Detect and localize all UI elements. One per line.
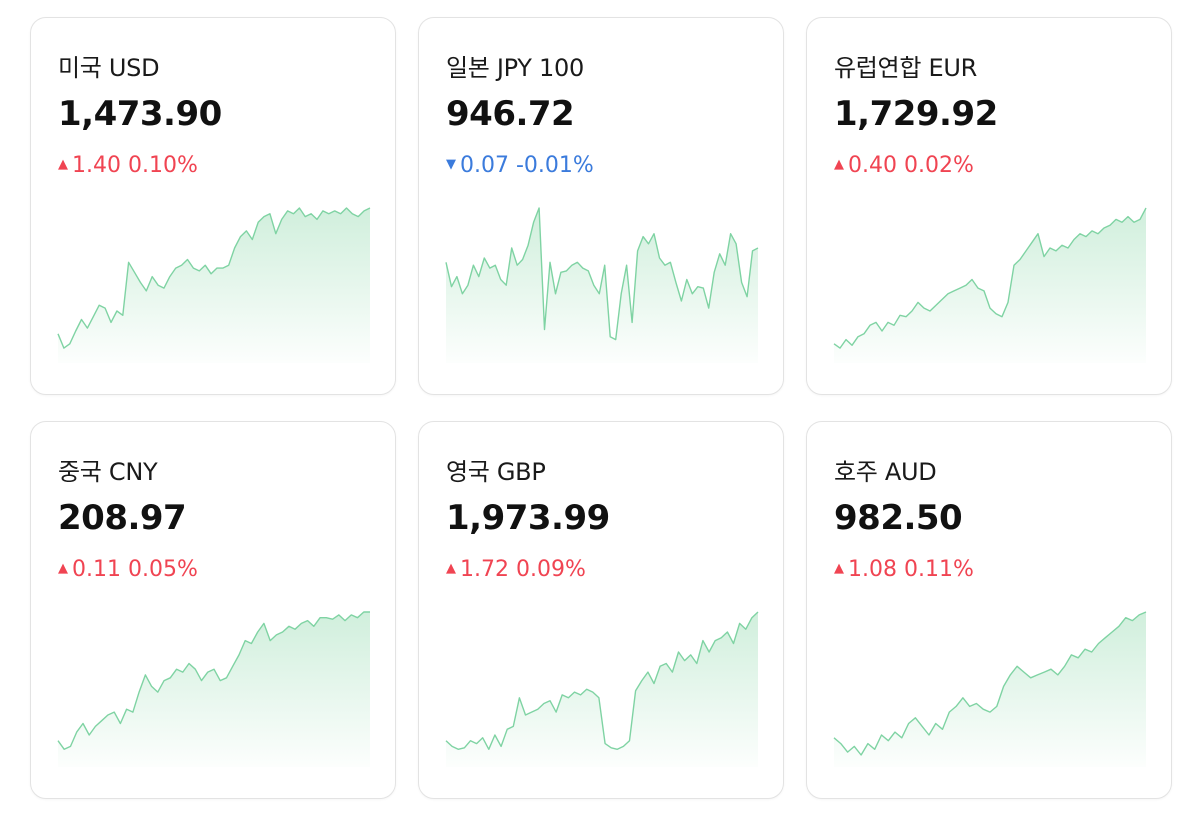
rate-change: ▲ 0.11 0.05% [58,557,198,582]
exchange-rate: 1,729.92 [834,94,998,134]
change-amount: 1.40 [72,153,121,178]
rate-card-aud[interactable]: 호주 AUD 982.50 ▲ 1.08 0.11% [806,421,1172,799]
change-percent: 0.10% [127,153,198,178]
change-percent: 0.02% [903,153,974,178]
rate-card-gbp[interactable]: 영국 GBP 1,973.99 ▲ 1.72 0.09% [418,421,784,799]
sparkline-area [58,208,370,363]
exchange-rate: 982.50 [834,498,963,538]
up-arrow-icon: ▲ [446,561,456,576]
trend-sparkline [833,611,1147,767]
rate-card-eur[interactable]: 유럽연합 EUR 1,729.92 ▲ 0.40 0.02% [806,17,1172,395]
currency-name: 영국 GBP [446,458,546,486]
up-arrow-icon: ▲ [834,561,844,576]
currency-name: 유럽연합 EUR [834,54,977,82]
rate-change: ▼ 0.07 -0.01% [446,153,594,178]
up-arrow-icon: ▲ [58,157,68,172]
trend-sparkline [57,207,371,363]
sparkline-area [446,612,758,767]
sparkline-line [57,207,371,349]
sparkline-line [833,611,1147,756]
change-amount: 1.72 [460,557,509,582]
trend-sparkline [445,207,759,363]
change-percent: 0.09% [515,557,586,582]
exchange-rate: 946.72 [446,94,575,134]
sparkline-line [833,207,1147,349]
up-arrow-icon: ▲ [834,157,844,172]
trend-sparkline [445,611,759,767]
change-percent: 0.11% [903,557,974,582]
sparkline-area [834,612,1146,767]
currency-name: 호주 AUD [834,458,937,486]
change-amount: 0.11 [72,557,121,582]
trend-sparkline [57,611,370,767]
rate-change: ▲ 1.08 0.11% [834,557,974,582]
rate-card-cny[interactable]: 중국 CNY 208.97 ▲ 0.11 0.05% [30,421,396,799]
change-amount: 1.08 [848,557,897,582]
rate-change: ▲ 1.40 0.10% [58,153,198,178]
sparkline-area [446,208,758,363]
sparkline-area [834,208,1146,363]
sparkline-line [57,611,370,750]
sparkline-line [445,611,759,750]
change-amount: 0.07 [460,153,509,178]
change-amount: 0.40 [848,153,897,178]
currency-name: 일본 JPY 100 [446,54,584,82]
rate-change: ▲ 1.72 0.09% [446,557,586,582]
up-arrow-icon: ▲ [58,561,68,576]
sparkline-area [58,612,370,767]
down-arrow-icon: ▼ [446,157,456,172]
currency-name: 미국 USD [58,54,160,82]
currency-name: 중국 CNY [58,458,158,486]
change-percent: 0.05% [127,557,198,582]
change-percent: -0.01% [515,153,594,178]
rate-card-jpy[interactable]: 일본 JPY 100 946.72 ▼ 0.07 -0.01% [418,17,784,395]
exchange-rate: 208.97 [58,498,187,538]
exchange-rate: 1,473.90 [58,94,222,134]
rate-change: ▲ 0.40 0.02% [834,153,974,178]
exchange-rate: 1,973.99 [446,498,610,538]
sparkline-line [445,207,759,341]
rate-card-usd[interactable]: 미국 USD 1,473.90 ▲ 1.40 0.10% [30,17,396,395]
trend-sparkline [833,207,1147,363]
